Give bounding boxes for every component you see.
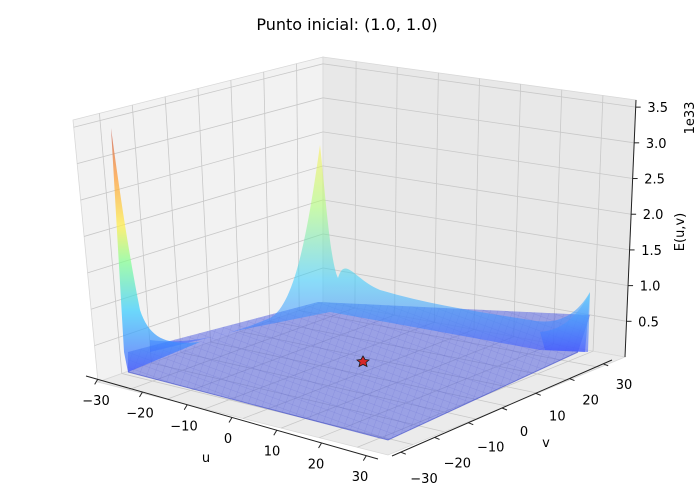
z-axis-label: E(u,v) <box>673 213 688 251</box>
y-tick-mark <box>468 422 474 426</box>
y-tick-label: 20 <box>582 394 599 409</box>
x-tick-label: 30 <box>352 470 369 485</box>
y-axis-label: v <box>542 436 550 451</box>
y-tick-mark <box>400 451 406 455</box>
x-tick-label: 20 <box>308 457 325 472</box>
x-tick-label: −10 <box>170 419 197 434</box>
y-tick-mark <box>434 436 440 440</box>
x-tick-label: −30 <box>82 394 109 409</box>
x-tick-label: −20 <box>126 407 153 422</box>
marker-star <box>356 355 370 368</box>
z-tick-label: 3.5 <box>647 101 668 116</box>
y-tick-mark <box>603 363 609 367</box>
y-axis-ticks: −30 −20 −10 0 10 20 30 <box>400 363 633 487</box>
x-tick-mark <box>94 379 99 385</box>
z-axis-offset-label: 1e33 <box>683 102 694 135</box>
surface-bottom-edge <box>127 351 579 441</box>
y-tick-label: 0 <box>520 425 528 440</box>
y-tick-label: 30 <box>616 378 633 393</box>
x-tick-mark <box>139 391 143 398</box>
surface-left-corner <box>111 128 200 372</box>
surface <box>111 128 590 441</box>
y-tick-label: −20 <box>444 456 471 471</box>
z-axis-ticks: 0.5 1.0 1.5 2.0 2.5 3.0 3.5 <box>626 101 668 330</box>
y-tick-label: −10 <box>477 441 504 456</box>
z-tick-label: 2.5 <box>644 173 665 188</box>
y-tick-label: −30 <box>410 472 437 487</box>
y-tick-label: 10 <box>549 409 566 424</box>
z-tick-label: 1.5 <box>641 244 662 259</box>
surface-right-corner <box>540 293 590 352</box>
x-tick-mark <box>273 429 278 436</box>
z-tick-label: 3.0 <box>646 137 667 152</box>
x-tick-mark <box>362 455 367 461</box>
z-tick-label: 0.5 <box>638 315 659 330</box>
x-tick-label: 10 <box>264 445 281 460</box>
x-axis-ticks: −30 −20 −10 0 10 20 30 <box>82 379 368 485</box>
x-tick-mark <box>228 417 233 423</box>
z-tick-label: 2.0 <box>643 208 664 223</box>
y-tick-mark <box>535 392 541 396</box>
x-tick-label: 0 <box>224 432 232 447</box>
y-tick-mark <box>501 407 508 411</box>
chart-title: Punto inicial: (1.0, 1.0) <box>256 15 437 34</box>
x-axis-label: u <box>202 451 210 466</box>
z-tick-label: 1.0 <box>640 280 661 295</box>
y-tick-mark <box>569 378 575 382</box>
x-tick-mark <box>318 442 322 449</box>
x-tick-mark <box>183 404 188 411</box>
